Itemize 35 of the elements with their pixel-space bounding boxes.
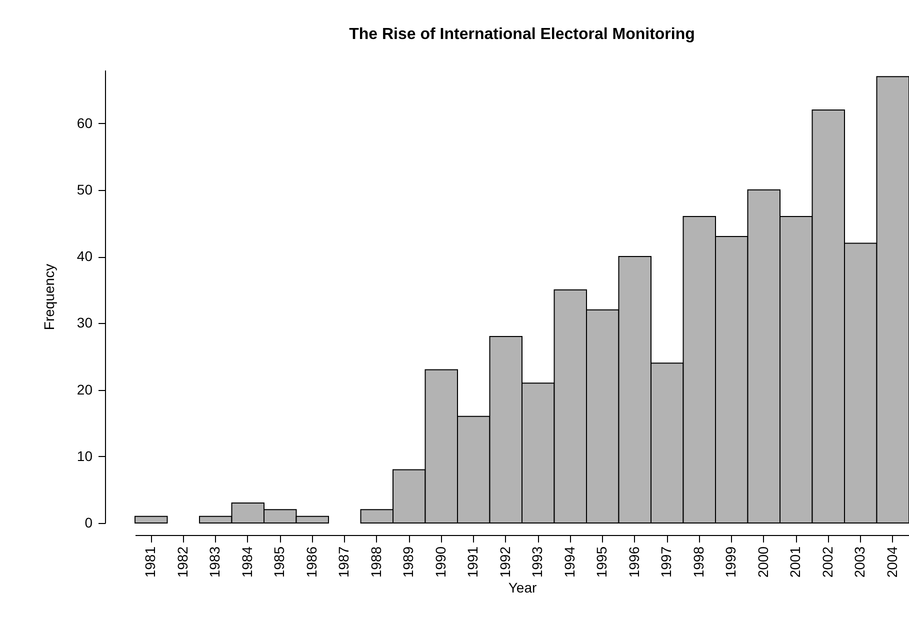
x-axis-title: Year	[508, 580, 537, 596]
x-tick-label: 1987	[336, 546, 352, 578]
x-tick-label: 1997	[658, 546, 674, 578]
y-tick-label: 50	[76, 181, 93, 198]
chart-title: The Rise of International Electoral Monitoring	[349, 26, 695, 43]
y-tick-label: 40	[76, 248, 93, 264]
x-tick-label: 1989	[400, 546, 416, 578]
x-tick-label: 2003	[852, 546, 868, 578]
x-tick-label: 1999	[722, 546, 739, 578]
x-tick-label: 1994	[561, 546, 578, 578]
y-tick-label: 10	[76, 448, 93, 464]
x-tick-label: 1983	[206, 546, 223, 578]
x-tick-label: 1984	[238, 546, 255, 578]
x-tick-label: 1993	[529, 546, 546, 578]
x-tick-label: 1982	[174, 546, 190, 578]
y-tick-label: 0	[84, 514, 93, 530]
y-tick-label: 20	[76, 381, 93, 398]
x-tick-label: 2001	[787, 546, 804, 578]
x-tick-label: 2004	[884, 546, 900, 578]
x-tick-label: 1985	[271, 546, 288, 578]
x-tick-label: 1992	[496, 546, 513, 578]
y-tick-label: 60	[76, 114, 93, 131]
x-tick-label: 1991	[464, 546, 481, 578]
x-tick-label: 1996	[626, 546, 642, 578]
y-axis-title: Frequency	[40, 264, 57, 330]
x-tick-label: 1998	[690, 546, 706, 578]
x-tick-label: 2002	[819, 546, 836, 578]
x-tick-label: 1988	[368, 546, 384, 578]
x-tick-label: 2000	[754, 546, 771, 578]
y-tick-label: 30	[76, 314, 93, 331]
x-tick-label: 1981	[142, 546, 158, 578]
x-tick-label: 1990	[432, 546, 448, 578]
bar	[134, 516, 168, 524]
x-tick-label: 1986	[303, 546, 320, 578]
x-tick-label: 1995	[594, 546, 610, 578]
